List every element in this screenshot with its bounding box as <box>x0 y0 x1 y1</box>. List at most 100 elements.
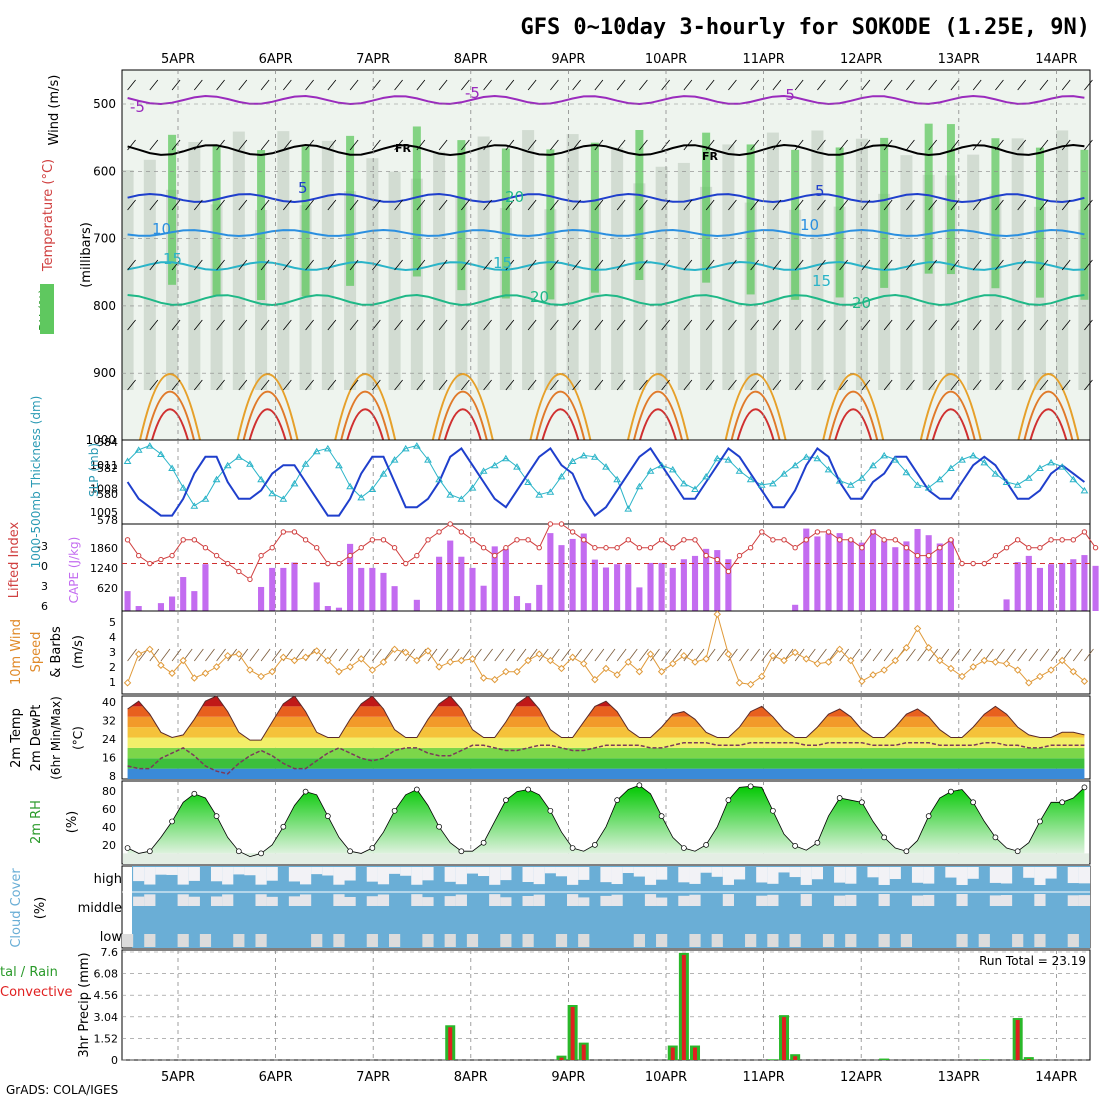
wind-barb <box>483 379 492 391</box>
wind-barb <box>683 259 693 271</box>
wind-barb <box>483 79 492 91</box>
surface-isotherm-arch <box>931 408 970 441</box>
rh2m-point <box>1014 848 1021 855</box>
cloud-high-gap <box>945 867 957 878</box>
wind10m-point <box>902 644 911 652</box>
cape-bar <box>480 585 487 611</box>
dewpt2m-line <box>127 741 1085 775</box>
wind-barb <box>817 379 826 391</box>
thickness-point <box>179 484 188 491</box>
rh2m-point <box>191 790 198 797</box>
rh-shade-green <box>946 124 955 275</box>
cloud-middle-gap <box>567 894 579 906</box>
thickness-point <box>257 475 265 483</box>
day-label-bottom: 13APR <box>938 1070 980 1085</box>
thickness-point <box>368 485 377 492</box>
rh2m-point <box>124 845 131 851</box>
cloud-high-gap <box>522 867 534 882</box>
cape-bar <box>614 564 621 611</box>
wind-barb <box>283 259 292 271</box>
cape-bar <box>680 559 687 611</box>
thickness-point <box>835 477 844 484</box>
wind10m-point <box>891 656 899 665</box>
wind-barb <box>883 379 893 391</box>
wind-barb <box>238 199 248 211</box>
wind-barb <box>817 199 826 211</box>
wind-barb <box>550 319 559 331</box>
wind10m-barb <box>505 648 516 662</box>
wind10m-point <box>257 672 265 681</box>
wind10m-point <box>657 667 666 676</box>
temp2m-tick: 8 <box>109 770 116 783</box>
lifted-index-point <box>447 521 453 527</box>
lifted-index-point <box>1081 529 1088 535</box>
thickness-point <box>802 453 811 460</box>
lifted-index-point <box>558 521 565 527</box>
cloud-high-gap <box>466 867 479 874</box>
wind10m-barb <box>372 648 382 662</box>
wind-barb <box>127 319 136 331</box>
wind10m-point <box>724 650 733 658</box>
wind-barb <box>639 139 648 151</box>
day-label-bottom: 9APR <box>551 1070 585 1085</box>
wind-barb <box>1084 259 1093 271</box>
wind-barb <box>995 379 1004 391</box>
thickness-point <box>379 470 388 477</box>
wind10m-point <box>1013 666 1022 674</box>
wind-barb <box>194 199 203 211</box>
pressure-tick-label: 900 <box>93 366 116 380</box>
rh2m-point <box>146 848 153 855</box>
temp2m-ylabel-3: (6hr Min/Max) <box>49 696 63 780</box>
lifted-index-point <box>647 545 654 551</box>
cape-bar <box>1081 555 1088 611</box>
cape-bar <box>347 543 354 611</box>
cape-bar <box>1025 555 1032 611</box>
cape-bar <box>947 538 954 611</box>
cloud-low-gap <box>633 934 645 947</box>
li-ylabel: Lifted Index <box>7 521 22 598</box>
wind-barb <box>950 79 960 91</box>
wind-barb <box>972 379 982 391</box>
precip-ylabel-2: Convective <box>0 985 73 1000</box>
wind-barb <box>527 379 537 391</box>
cape-bar <box>369 567 376 611</box>
wind-barb <box>1017 79 1026 91</box>
wind10m-point <box>858 677 866 685</box>
wind-barb <box>906 259 915 271</box>
surface-isotherm-arch <box>736 408 775 441</box>
precip-convective-bar <box>559 1057 564 1060</box>
wind-barb <box>950 259 960 271</box>
wind-barb <box>372 199 381 211</box>
day-label-bottom: 8APR <box>454 1070 488 1085</box>
temp2m-ylabel-2: 2m DewPt <box>29 705 44 772</box>
surface-isotherm-arch <box>822 373 885 441</box>
cape-bar <box>569 538 576 611</box>
wind10m-barb <box>271 648 282 662</box>
cloud-high-gap <box>1045 867 1057 879</box>
cloud-high-gap <box>544 867 556 874</box>
pressure-tick-label: 700 <box>93 232 116 246</box>
cloud-low-gap <box>555 934 568 947</box>
cape-bar <box>881 540 888 611</box>
wind-barb <box>594 319 604 331</box>
lifted-index-point <box>247 576 253 583</box>
wind-barb <box>349 379 359 391</box>
lifted-index-point <box>425 537 431 543</box>
lifted-index-point <box>124 537 131 543</box>
lifted-index-point <box>1014 537 1021 543</box>
wind-barb <box>394 199 403 211</box>
day-label-top: 10APR <box>645 52 687 67</box>
lifted-index-point <box>191 537 198 543</box>
wind10m-ylabel-4: (m/s) <box>71 635 86 669</box>
cape-bar <box>491 546 498 611</box>
wind10m-point <box>468 655 477 663</box>
wind-barb <box>1039 199 1049 211</box>
wind-barb <box>861 199 871 211</box>
cloud-low-gap <box>578 934 590 947</box>
wind10m-barb <box>683 648 694 662</box>
cloud-middle-gap <box>255 894 267 906</box>
wind10m-barb <box>205 648 215 662</box>
thickness-point <box>902 468 911 476</box>
thickness-point <box>457 495 466 502</box>
cape-bar <box>869 529 877 611</box>
